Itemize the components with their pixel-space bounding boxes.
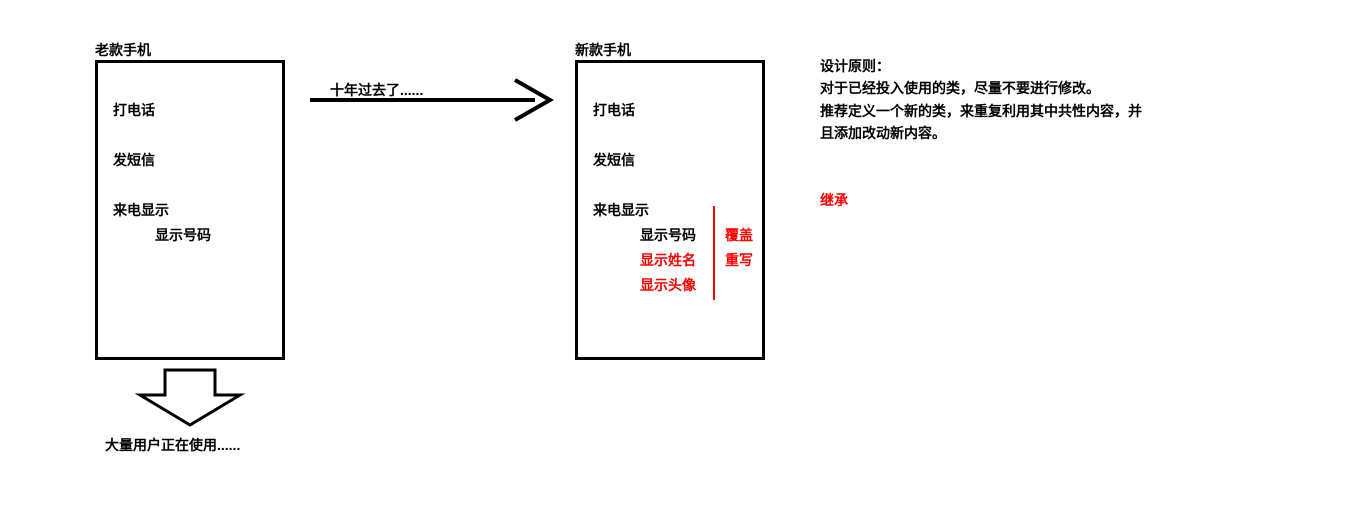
right-feature-sms: 发短信 bbox=[593, 150, 635, 170]
left-feature-sms: 发短信 bbox=[113, 150, 155, 170]
down-block-arrow-icon bbox=[140, 370, 240, 425]
right-feature-caller-id: 来电显示 bbox=[593, 200, 649, 220]
left-box-title: 老款手机 bbox=[95, 40, 151, 60]
principles-block: 设计原则： 对于已经投入使用的类，尽量不要进行修改。 推荐定义一个新的类，来重复… bbox=[820, 55, 1150, 145]
left-feature-call: 打电话 bbox=[113, 100, 155, 120]
right-box-title: 新款手机 bbox=[575, 40, 631, 60]
right-feature-show-number: 显示号码 bbox=[640, 225, 696, 245]
left-feature-caller-id: 来电显示 bbox=[113, 200, 169, 220]
annotation-rewrite: 重写 bbox=[725, 250, 753, 270]
annotation-override: 覆盖 bbox=[725, 225, 753, 245]
down-arrow-caption: 大量用户正在使用...... bbox=[105, 435, 240, 455]
principles-heading: 设计原则： bbox=[820, 55, 1150, 77]
principles-line1: 对于已经投入使用的类，尽量不要进行修改。 bbox=[820, 77, 1150, 99]
right-feature-show-avatar: 显示头像 bbox=[640, 275, 696, 295]
right-feature-call: 打电话 bbox=[593, 100, 635, 120]
vertical-separator bbox=[713, 206, 715, 300]
right-arrow-icon bbox=[310, 75, 555, 125]
principles-line2: 推荐定义一个新的类，来重复利用其中共性内容，并且添加改动新内容。 bbox=[820, 100, 1150, 145]
right-feature-show-name: 显示姓名 bbox=[640, 250, 696, 270]
principles-keyword: 继承 bbox=[820, 190, 848, 210]
left-feature-show-number: 显示号码 bbox=[155, 225, 211, 245]
